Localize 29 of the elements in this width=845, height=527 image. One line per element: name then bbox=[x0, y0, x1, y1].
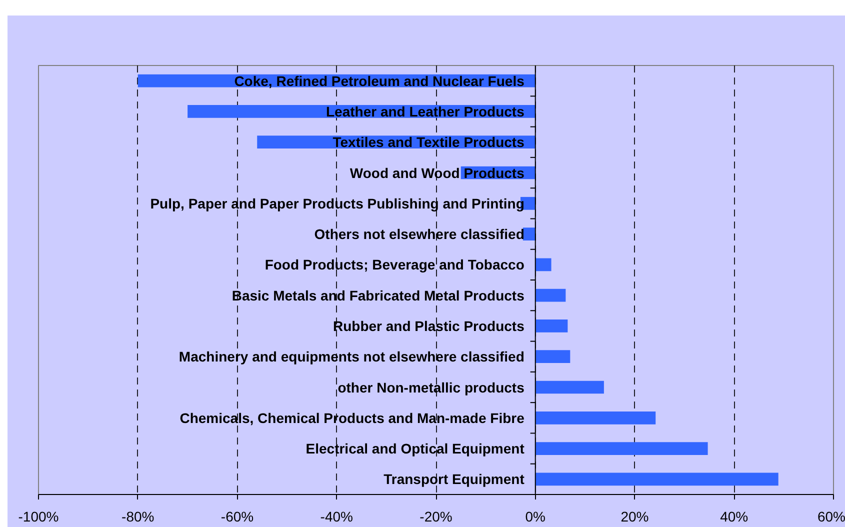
bar bbox=[535, 258, 552, 272]
bar bbox=[535, 380, 604, 394]
y-tick-label: Basic Metals and Fabricated Metal Products bbox=[232, 287, 525, 304]
bar bbox=[522, 228, 536, 240]
x-tick-label: -20% bbox=[420, 508, 452, 524]
x-tick-label: -100% bbox=[18, 508, 59, 524]
x-tick-label: 40% bbox=[720, 508, 748, 524]
y-tick-label: Coke, Refined Petroleum and Nuclear Fuels bbox=[234, 72, 525, 89]
bar bbox=[535, 288, 566, 302]
x-tick-label: -40% bbox=[320, 508, 353, 524]
y-tick-label: Textiles and Textile Products bbox=[332, 134, 525, 150]
y-tick-label: Chemicals, Chemical Products and Man-made Fibre bbox=[180, 410, 525, 426]
x-tick-label: -80% bbox=[122, 508, 154, 524]
bar bbox=[535, 411, 656, 424]
bar bbox=[535, 472, 778, 486]
y-tick-label: Leather and Leather Products bbox=[326, 103, 525, 120]
x-tick-label: -60% bbox=[220, 508, 254, 524]
bar bbox=[535, 442, 708, 455]
x-tick-label: 20% bbox=[620, 508, 649, 524]
bar bbox=[535, 320, 568, 332]
x-tick-label: 0% bbox=[525, 508, 546, 524]
x-tick-label: 60% bbox=[817, 508, 845, 524]
y-tick-label: Food Products; Beverage and Tobacco bbox=[264, 256, 524, 273]
y-tick-label: Wood and Wood Products bbox=[350, 164, 525, 181]
y-tick-label: other Non-metallic products bbox=[338, 379, 525, 396]
y-tick-label: Rubber and Plastic Products bbox=[333, 318, 525, 334]
y-tick-label: Electrical and Optical Equipment bbox=[306, 440, 525, 457]
bar bbox=[535, 350, 570, 364]
y-tick-label: Transport Equipment bbox=[384, 471, 525, 488]
